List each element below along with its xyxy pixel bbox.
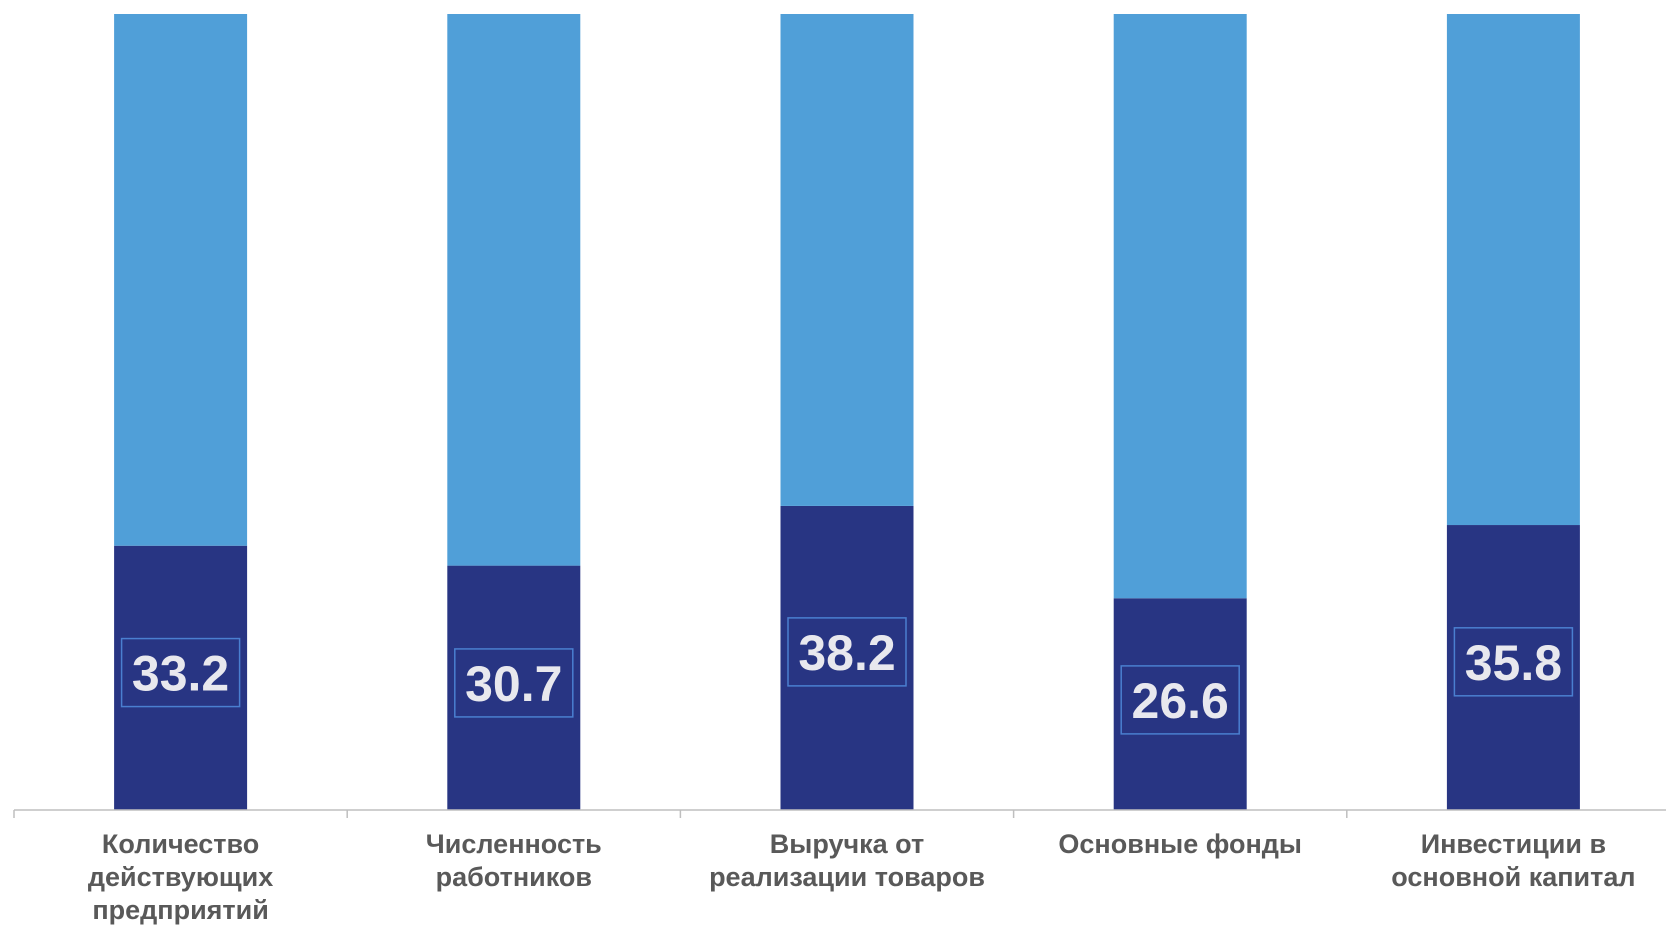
bar-segment: [114, 14, 248, 546]
category-label: Количество действующих предприятий: [88, 829, 273, 925]
value-label-box: [120, 637, 241, 708]
value-label-box: [1453, 627, 1574, 697]
value-label: 33.2: [132, 646, 229, 702]
bar-segment: [1113, 14, 1247, 599]
value-label: 30.7: [465, 656, 562, 712]
category-label: Численность работников: [426, 829, 602, 892]
value-label: 35.8: [1465, 635, 1562, 691]
category-label: Основные фонды: [1058, 829, 1302, 859]
value-label-box: [1120, 665, 1240, 735]
category-label: Инвестиции в основной капитал: [1391, 829, 1635, 892]
bar-segment: [1446, 14, 1580, 526]
bars-group: [114, 14, 1580, 810]
category-label: Выручка от реализации товаров: [709, 829, 985, 892]
value-label-box: [787, 617, 907, 687]
value-labels: 33.2 30.7 38.2 26.6 35.8: [120, 617, 1574, 735]
bar-segment: [1113, 598, 1247, 810]
bar-segment: [780, 14, 914, 506]
value-label: 38.2: [798, 625, 895, 681]
value-label-box: [454, 648, 574, 718]
bar-segment: [1446, 525, 1580, 810]
x-axis: [13, 809, 1666, 818]
bar-segment: [447, 565, 581, 810]
category-labels: Количество действующих предприятий Численно…: [88, 829, 1636, 925]
bar-segment: [114, 545, 248, 810]
bar-segment: [780, 505, 914, 810]
bar-segment: [447, 14, 581, 566]
value-label: 26.6: [1132, 673, 1229, 729]
